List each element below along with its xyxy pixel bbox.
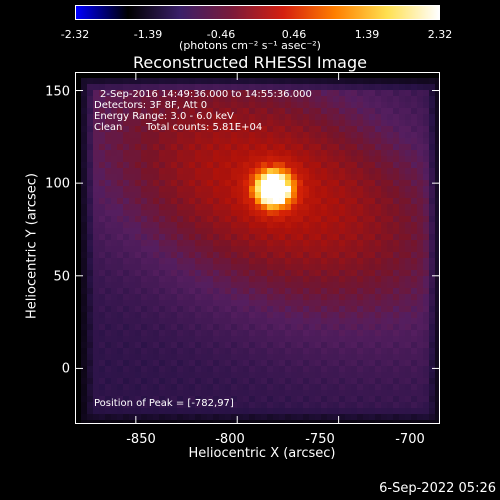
heatmap-cells <box>75 72 440 424</box>
y-tick-label: 50 <box>53 269 70 285</box>
x-tick-label: -800 <box>215 432 245 447</box>
x-tick-label: -750 <box>305 432 335 447</box>
x-tick-label: -850 <box>126 432 156 447</box>
y-tick-label: 0 <box>61 361 70 377</box>
footer-date: 6-Sep-2022 05:26 <box>379 481 496 496</box>
colorbar-tick-label: 0.46 <box>281 28 307 41</box>
colorbar-tick-label: 1.39 <box>354 28 380 41</box>
time-range-annotation: 2-Sep-2016 14:49:36.000 to 14:55:36.000 <box>100 89 312 100</box>
chart-title: Reconstructed RHESSI Image <box>133 53 367 72</box>
y-axis-label: Heliocentric Y (arcsec) <box>24 173 40 319</box>
energy-annotation: Energy Range: 3.0 - 6.0 keV <box>94 111 234 122</box>
x-tick-label: -700 <box>395 432 425 447</box>
clean-annotation: Clean <box>94 122 123 133</box>
y-tick-label: 150 <box>45 84 70 100</box>
x-axis-label: Heliocentric X (arcsec) <box>188 446 336 461</box>
counts-annotation: Total counts: 5.81E+04 <box>146 122 263 133</box>
peak-position-annotation: Position of Peak = [-782,97] <box>94 398 234 409</box>
colorbar-unit-label: (photons cm⁻² s⁻¹ asec⁻²) <box>179 39 321 52</box>
plot-frame <box>75 72 440 424</box>
colorbar <box>75 5 440 20</box>
colorbar-tick-label: -0.46 <box>206 28 236 41</box>
axis-ticks <box>75 72 440 424</box>
colorbar-tick-label: 2.32 <box>427 28 453 41</box>
heatmap-image <box>75 72 440 424</box>
colorbar-tick-label: -1.39 <box>133 28 163 41</box>
colorbar-tick-label: -2.32 <box>60 28 90 41</box>
detectors-annotation: Detectors: 3F 8F, Att 0 <box>94 100 208 111</box>
y-tick-label: 100 <box>45 176 70 192</box>
